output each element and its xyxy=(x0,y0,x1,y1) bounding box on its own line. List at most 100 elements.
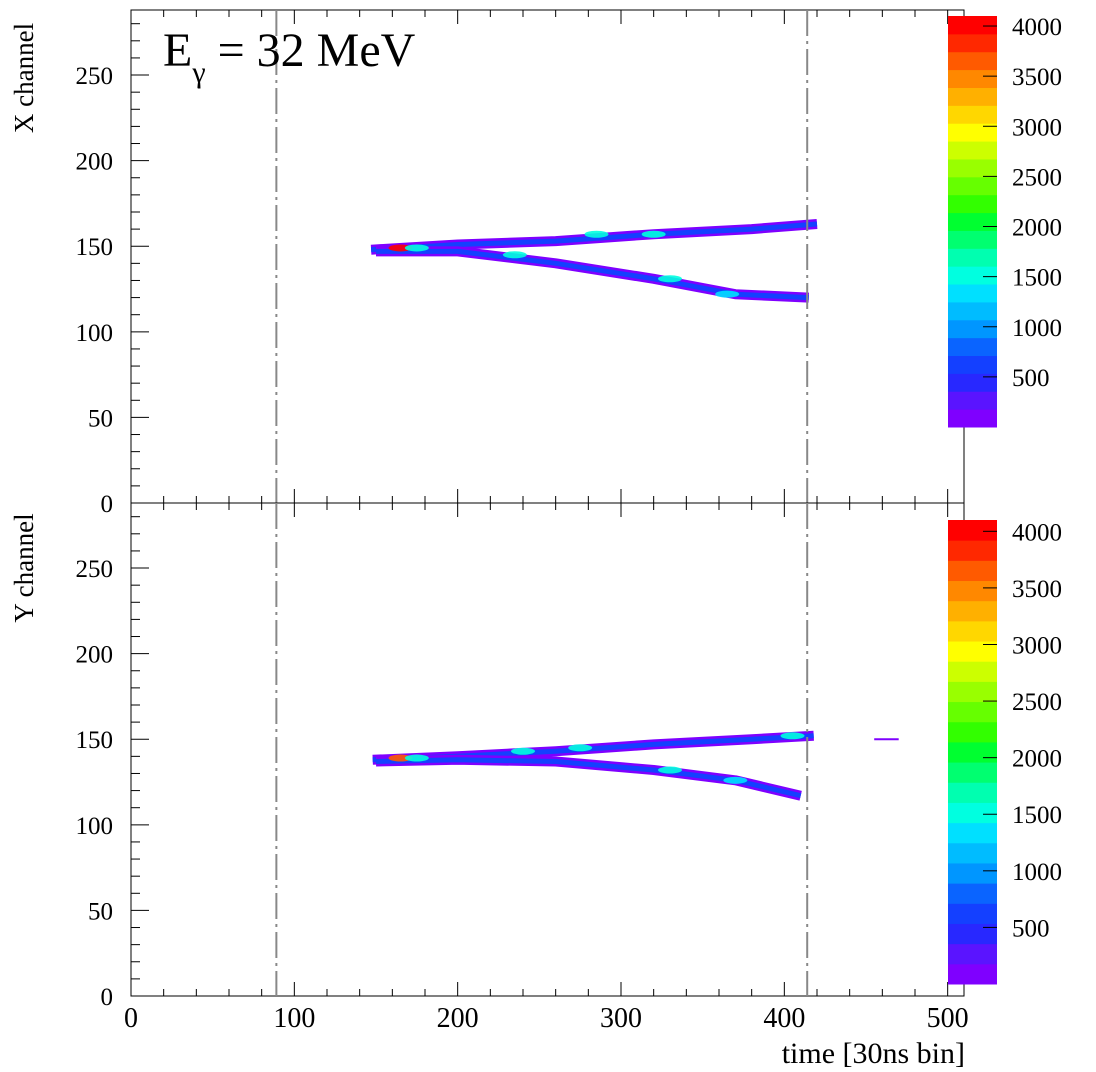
top-colorbar-segment xyxy=(948,319,997,339)
bottom-track-lower-branch-core xyxy=(375,757,802,799)
top-colorbar-segment xyxy=(948,284,997,303)
top-y-tick-label: 250 xyxy=(76,63,114,90)
bottom-x-tick-label: 400 xyxy=(763,1003,805,1034)
energy-annotation-rest: = 32 MeV xyxy=(206,24,416,77)
top-colorbar: 500 1000 1500 2000 2500 3000 3500 4000 xyxy=(948,14,1062,428)
bottom-x-tick-label: 0 xyxy=(124,1003,138,1034)
bottom-hotspot-4 xyxy=(658,766,682,774)
bottom-hotspot-3 xyxy=(568,744,593,752)
top-colorbar-segment xyxy=(948,194,997,214)
bottom-colorbar-segment xyxy=(948,721,997,743)
top-colorbar-segment xyxy=(948,158,997,178)
top-dashed-lines xyxy=(275,10,809,503)
top-hotspot-4 xyxy=(641,230,666,238)
energy-annotation-subscript: γ xyxy=(191,56,205,89)
top-colorbar-label: 4000 xyxy=(1012,14,1062,41)
bottom-colorbar-segment xyxy=(948,802,997,824)
top-colorbar-label: 3000 xyxy=(1012,114,1062,141)
top-track-upper-branch-core xyxy=(370,221,818,253)
bottom-hotspot-6 xyxy=(780,732,805,740)
top-track-lower-branch-core xyxy=(376,248,809,301)
top-y-axis-label: X channel xyxy=(9,23,39,133)
bottom-colorbar-segment xyxy=(948,963,997,985)
top-y-tick-label: 0 xyxy=(101,491,114,518)
top-colorbar-segment xyxy=(948,69,997,88)
top-plot-frame xyxy=(130,9,965,504)
top-colorbar-segment xyxy=(948,248,997,267)
bottom-colorbar-label: 1500 xyxy=(1012,802,1062,829)
bottom-colorbar-segment xyxy=(948,560,997,582)
bottom-colorbar-segment xyxy=(948,782,997,803)
energy-annotation-main: E xyxy=(163,24,192,77)
bottom-colorbar-segment xyxy=(948,520,997,541)
top-colorbar-label: 2000 xyxy=(1012,215,1062,242)
bottom-colorbar-segment xyxy=(948,580,997,602)
bottom-hotspot-5 xyxy=(723,776,748,784)
top-colorbar-label: 1000 xyxy=(1012,315,1062,342)
bottom-colorbar-segment xyxy=(948,741,997,763)
bottom-colorbar-label: 2500 xyxy=(1012,689,1062,716)
bottom-heatmap-layer xyxy=(372,730,899,801)
bottom-hotspot-2 xyxy=(511,747,535,755)
bottom-x-tick-label: 200 xyxy=(437,1003,479,1034)
top-colorbar-label: 1500 xyxy=(1012,265,1062,292)
top-colorbar-segment xyxy=(948,141,997,160)
top-y-tick-label: 150 xyxy=(76,234,114,261)
top-colorbar-segment xyxy=(948,176,997,196)
bottom-colorbar-segment xyxy=(948,762,997,783)
top-colorbar-segment xyxy=(948,230,997,249)
bottom-colorbar-label: 2000 xyxy=(1012,746,1062,773)
bottom-y-tick-label: 100 xyxy=(76,813,114,840)
bottom-dashed-lines xyxy=(275,503,809,996)
x-axis-label: time [30ns bin] xyxy=(782,1037,965,1070)
bottom-colorbar-segment xyxy=(948,620,997,642)
bottom-colorbar-segment xyxy=(948,903,997,924)
top-colorbar-segment xyxy=(948,87,997,106)
top-colorbar-label: 3500 xyxy=(1012,64,1062,91)
top-heatmap-layer xyxy=(370,219,818,303)
bottom-axes: 0 50 100 150 200 250 0 100 200 300 400 500 xyxy=(76,503,969,1034)
top-colorbar-segment xyxy=(948,355,997,374)
bottom-colorbar-segment xyxy=(948,661,997,682)
top-colorbar-segment xyxy=(948,51,997,71)
top-colorbar-segment xyxy=(948,105,997,124)
energy-annotation: Eγ = 32 MeV xyxy=(163,24,416,89)
top-hotspot-1 xyxy=(404,244,429,252)
bottom-y-axis-label: Y channel xyxy=(9,513,39,622)
top-hotspot-6 xyxy=(715,290,740,298)
top-colorbar-segment xyxy=(948,337,997,357)
top-colorbar-segment xyxy=(948,33,997,53)
bottom-x-tick-label: 100 xyxy=(273,1003,315,1034)
top-colorbar-segment xyxy=(948,123,997,142)
bottom-colorbar-label: 3000 xyxy=(1012,632,1062,659)
top-hotspot-3 xyxy=(584,230,609,238)
bottom-colorbar-segment xyxy=(948,943,997,965)
bottom-colorbar-segment xyxy=(948,923,997,945)
bottom-y-tick-label: 150 xyxy=(76,727,114,754)
top-colorbar-label: 2500 xyxy=(1012,164,1062,191)
bottom-colorbar-segment xyxy=(948,600,997,622)
top-y-tick-label: 200 xyxy=(76,149,114,176)
top-colorbar-segment xyxy=(948,212,997,231)
bottom-colorbar-segment xyxy=(948,681,997,703)
top-colorbar-segment xyxy=(948,16,997,35)
bottom-colorbar-segment xyxy=(948,822,997,844)
bottom-y-tick-label: 250 xyxy=(76,556,114,583)
bottom-y-tick-label: 50 xyxy=(88,898,113,925)
top-colorbar-segment xyxy=(948,409,997,428)
bottom-y-tick-label: 0 xyxy=(101,984,114,1011)
bottom-colorbar-label: 1000 xyxy=(1012,859,1062,886)
bottom-x-tick-label: 500 xyxy=(927,1003,969,1034)
bottom-colorbar-segment xyxy=(948,883,997,904)
bottom-colorbar-label: 3500 xyxy=(1012,576,1062,603)
bottom-colorbar: 500 1000 1500 2000 2500 3000 3500 4000 xyxy=(948,519,1062,985)
bottom-colorbar-segment xyxy=(948,641,997,662)
bottom-colorbar-segment xyxy=(948,862,997,884)
top-track-lower-branch-band xyxy=(376,246,810,303)
top-colorbar-label: 500 xyxy=(1012,365,1050,392)
bottom-x-tick-label: 300 xyxy=(600,1003,642,1034)
top-colorbar-segment xyxy=(948,373,997,392)
bottom-y-tick-label: 200 xyxy=(76,642,114,669)
top-colorbar-segment xyxy=(948,301,997,321)
